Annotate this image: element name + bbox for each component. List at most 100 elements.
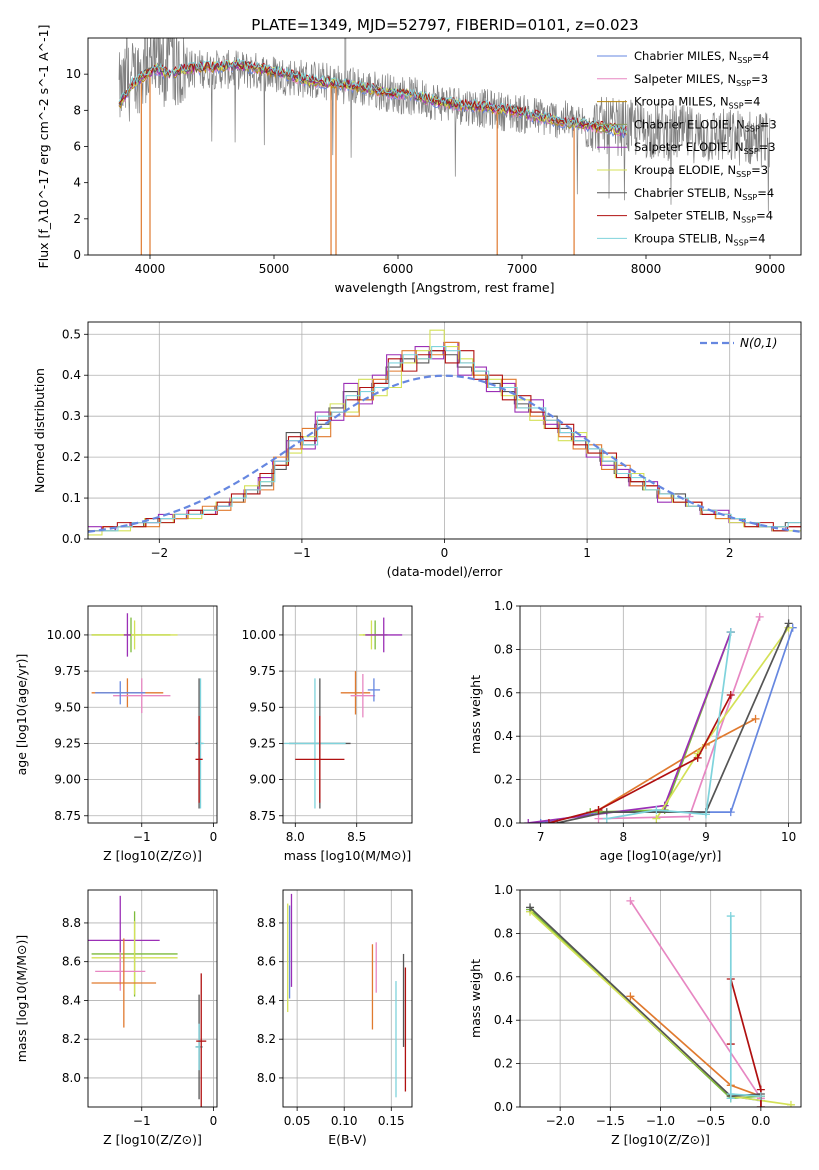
weight_vs_age-marker xyxy=(751,714,760,723)
residuals-ytick-label: 0.3 xyxy=(62,409,81,423)
age_vs_Z-plot-area xyxy=(88,606,217,823)
weight_vs_age-axes-frame xyxy=(519,605,802,824)
weight_vs_age-marker xyxy=(726,690,735,699)
mass_vs_Z-ytick-label: 8.0 xyxy=(62,1071,81,1085)
weight_vs_age-ytick-label: 1.0 xyxy=(494,599,513,613)
legend-label-subscript: SSP xyxy=(741,216,756,225)
weight_vs_age-series-line xyxy=(598,718,756,811)
weight_vs_Z-ytick-label: 0.6 xyxy=(494,970,513,984)
spectrum-xtick-label: 4000 xyxy=(135,262,166,276)
weight_vs_age-marker xyxy=(536,819,545,823)
weight_vs_Z-series-line xyxy=(529,908,762,1102)
mass_vs_Z-xtick-label: 0 xyxy=(210,1114,218,1128)
weight_vs_age-marker xyxy=(524,819,533,823)
weight_vs_age-ytick-label: 0.8 xyxy=(494,642,513,656)
weight_vs_age-xlabel: age [log10(age/yr)] xyxy=(600,848,722,863)
age_vs_Z-ylabel: age [log10(age/yr)] xyxy=(14,654,29,776)
legend-label-part: Salpeter ELODIE, N xyxy=(634,140,744,154)
legend-label-subscript: SSP xyxy=(745,124,760,133)
age_vs_mass-plot-area xyxy=(283,606,412,823)
age_vs_Z-xtick-label: 0 xyxy=(210,830,218,844)
weight_vs_Z-series-line xyxy=(529,906,762,1107)
weight_vs_Z-ytick-label: 0.8 xyxy=(494,926,513,940)
legend-label-part: Kroupa ELODIE, N xyxy=(634,163,736,177)
weight_vs_Z-ytick-label: 0.4 xyxy=(494,1013,513,1027)
residuals-ytick-label: 0.5 xyxy=(62,327,81,341)
spectrum-model-line xyxy=(118,57,627,134)
spectrum-ytick-label: 4 xyxy=(73,176,81,190)
spectrum-ytick-label: 2 xyxy=(73,212,81,226)
weight_vs_Z-xlabel: Z [log10(Z/Z⊙)] xyxy=(611,1132,710,1147)
legend-label-part: Chabrier MILES, N xyxy=(634,49,737,63)
weight_vs_Z-xtick-label: −2.0 xyxy=(546,1114,575,1128)
age_vs_mass-panel: 8.0 8.5 8.75 9.00 9.25 9.50 9.75 10.00 mass [log… xyxy=(242,605,413,863)
residuals-xlabel: (data-model)/error xyxy=(387,564,504,579)
weight_vs_age-plot-area xyxy=(520,606,801,823)
mass_vs_ebv-axes-frame xyxy=(282,889,413,1108)
weight_vs_Z-ytick-label: 0.2 xyxy=(494,1057,513,1071)
residuals-xtick-label: 2 xyxy=(726,546,734,560)
spectrum-ytick-label: 0 xyxy=(73,248,81,262)
figure-title: PLATE=1349, MJD=52797, FIBERID=0101, z=0… xyxy=(251,16,638,34)
weight_vs_age-marker xyxy=(685,812,694,821)
weight_vs_age-ytick-label: 0.4 xyxy=(494,729,513,743)
residuals-gaussian-line xyxy=(88,374,801,533)
spectrum-xtick-label: 5000 xyxy=(259,262,290,276)
legend-label-part: Kroupa STELIB, N xyxy=(634,231,734,245)
age_vs_mass-ytick-label: 9.25 xyxy=(249,736,276,750)
weight_vs_age-marker xyxy=(755,612,764,621)
weight_vs_age-series-line xyxy=(598,616,761,820)
age_vs_Z-ytick-label: 9.25 xyxy=(54,736,81,750)
mass_vs_Z-ytick-label: 8.8 xyxy=(62,916,81,930)
mass_vs_Z-ytick-label: 8.2 xyxy=(62,1032,81,1046)
legend-label-part: Chabrier ELODIE, N xyxy=(634,117,745,131)
mass_vs_ebv-panel: 0.05 0.10 0.15 8.0 8.2 8.4 8.6 8.8 E(B-V) xyxy=(257,889,413,1147)
weight_vs_age-marker xyxy=(652,814,661,823)
spectrum-plot-area xyxy=(118,38,771,255)
spectrum-ylabel: Flux [f_λ10^-17 erg cm^-2 s^-1 A^-1] xyxy=(36,25,51,269)
mass_vs_Z-axes-frame xyxy=(87,889,218,1108)
age_vs_Z-ytick-label: 8.75 xyxy=(54,809,81,823)
mass_vs_Z-ytick-label: 8.4 xyxy=(62,993,81,1007)
legend-label-subscript: SSP xyxy=(736,170,751,179)
weight_vs_Z-marker xyxy=(726,1089,735,1098)
weight_vs_Z-ytick-label: 1.0 xyxy=(494,883,513,897)
spectrum-xlabel: wavelength [Angstrom, rest frame] xyxy=(334,280,554,295)
mass_vs_ebv-ytick-label: 8.8 xyxy=(257,916,276,930)
age_vs_mass-axes-frame xyxy=(282,605,413,824)
legend-label-value: =3 xyxy=(759,140,776,154)
mass_vs_ebv-plot-area xyxy=(283,890,412,1107)
age_vs_Z-xtick-label: −1 xyxy=(133,830,151,844)
mass_vs_ebv-xtick-label: 0.10 xyxy=(331,1114,358,1128)
weight_vs_Z-marker xyxy=(626,896,635,905)
legend-label-value: =3 xyxy=(751,72,768,86)
weight_vs_Z-xtick-label: −1.5 xyxy=(596,1114,625,1128)
legend-label-value: =3 xyxy=(760,117,777,131)
spectrum-legend-label: Kroupa ELODIE, NSSP=3 xyxy=(634,163,768,179)
weight_vs_age-marker xyxy=(701,810,710,819)
mass_vs_Z-panel: −1 0 8.0 8.2 8.4 8.6 8.8 Z [log10(Z/Z⊙)] mass [l… xyxy=(14,889,218,1147)
mass_vs_Z-xlabel: Z [log10(Z/Z⊙)] xyxy=(103,1132,202,1147)
residuals-ytick-label: 0.0 xyxy=(62,532,81,546)
age_vs_Z-ytick-label: 9.75 xyxy=(54,664,81,678)
mass_vs_ebv-ytick-label: 8.4 xyxy=(257,993,276,1007)
mass_vs_Z-ylabel: mass [log10(M/M⊙)] xyxy=(14,935,29,1063)
residuals-ytick-label: 0.2 xyxy=(62,450,81,464)
spectrum-legend-label: Kroupa MILES, NSSP=4 xyxy=(634,95,760,111)
legend-label-subscript: SSP xyxy=(734,238,749,247)
mass_vs_ebv-ytick-label: 8.2 xyxy=(257,1032,276,1046)
weight_vs_age-marker xyxy=(594,805,603,814)
residuals-ylabel: Normed distribution xyxy=(32,368,47,493)
mass_vs_Z-xtick-label: −1 xyxy=(133,1114,151,1128)
legend-label-subscript: SSP xyxy=(729,102,744,111)
age_vs_Z-xlabel: Z [log10(Z/Z⊙)] xyxy=(103,848,202,863)
weight_vs_age-ytick-label: 0.2 xyxy=(494,773,513,787)
residuals-plot-area xyxy=(88,322,801,539)
weight_vs_age-marker xyxy=(726,808,735,817)
weight_vs_Z-marker xyxy=(626,992,635,1001)
weight_vs_age-xtick-label: 9 xyxy=(702,830,710,844)
weight_vs_age-ytick-label: 0.6 xyxy=(494,686,513,700)
mass_vs_Z-plot-area xyxy=(88,890,217,1107)
weight_vs_age-series-line xyxy=(606,631,732,820)
